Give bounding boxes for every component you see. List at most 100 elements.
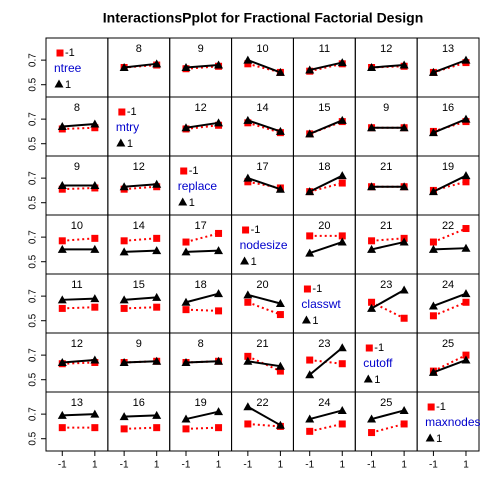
- x-tick-label: -1: [305, 460, 314, 471]
- marker-triangle: [337, 343, 347, 352]
- marker-square: [365, 344, 373, 352]
- factor-name: replace: [178, 179, 218, 193]
- marker-triangle: [152, 59, 162, 68]
- marker-square: [400, 314, 408, 322]
- line-plus: [371, 409, 405, 421]
- line-plus: [247, 405, 281, 427]
- line-plus: [309, 346, 343, 376]
- cell-label: 17: [195, 220, 207, 232]
- marker-square: [462, 225, 470, 233]
- line-plus: [62, 123, 95, 128]
- marker-triangle: [275, 420, 285, 429]
- marker-square: [244, 178, 252, 186]
- marker-triangle: [54, 79, 64, 88]
- legend-label: -1: [127, 106, 137, 118]
- line-minus: [185, 426, 219, 430]
- marker-square: [120, 304, 128, 312]
- marker-triangle: [461, 289, 471, 298]
- marker-square: [153, 303, 161, 311]
- cell-label: 22: [442, 220, 454, 232]
- marker-triangle: [214, 118, 224, 127]
- marker-square: [368, 429, 376, 437]
- line-plus: [309, 119, 343, 135]
- line-minus: [185, 232, 219, 244]
- y-tick-label: 0.7: [28, 112, 39, 126]
- y-tick-label: 0.7: [28, 348, 39, 362]
- line-plus: [62, 359, 95, 364]
- legend-label: 1: [189, 197, 195, 209]
- marker-triangle: [337, 171, 347, 180]
- marker-square: [56, 49, 64, 57]
- line-minus: [433, 227, 467, 243]
- line-minus: [124, 185, 157, 191]
- marker-square: [306, 232, 314, 240]
- y-tick-label: 0.5: [28, 431, 39, 445]
- marker-square: [118, 108, 126, 116]
- line-minus: [371, 237, 405, 242]
- line-plus: [371, 289, 405, 310]
- cell-label: 8: [198, 338, 204, 350]
- line-plus: [62, 413, 95, 417]
- marker-triangle: [119, 247, 129, 256]
- y-tick-label: 0.5: [28, 77, 39, 91]
- marker-triangle: [275, 67, 285, 76]
- line-minus: [124, 306, 157, 310]
- cell-label: 15: [133, 279, 145, 291]
- y-tick-label: 0.7: [28, 171, 39, 185]
- marker-square: [153, 234, 161, 242]
- marker-square: [215, 229, 223, 237]
- marker-square: [462, 178, 470, 186]
- factor-name: ntree: [54, 61, 82, 75]
- cell-label: 11: [71, 279, 82, 291]
- line-minus: [247, 121, 281, 134]
- cell-label: 9: [136, 338, 142, 350]
- marker-square: [338, 232, 346, 240]
- factor-name: maxnodes: [425, 415, 480, 429]
- marker-triangle: [119, 412, 129, 421]
- marker-square: [427, 403, 435, 411]
- marker-triangle: [90, 294, 100, 303]
- marker-triangle: [119, 358, 129, 366]
- line-plus: [247, 360, 281, 368]
- marker-square: [244, 60, 252, 68]
- marker-triangle: [461, 243, 471, 252]
- marker-triangle: [181, 358, 191, 366]
- line-plus: [62, 297, 95, 301]
- cell-label: 9: [383, 102, 389, 114]
- line-minus: [185, 308, 219, 312]
- line-minus: [309, 62, 343, 73]
- marker-square: [182, 306, 190, 314]
- marker-triangle: [243, 402, 253, 411]
- cell-label: 25: [442, 338, 454, 350]
- marker-square: [180, 167, 188, 175]
- marker-square: [215, 424, 223, 432]
- line-plus: [247, 293, 281, 305]
- marker-triangle: [181, 414, 191, 423]
- marker-triangle: [152, 356, 162, 365]
- marker-triangle: [428, 128, 438, 137]
- chart-title: InteractionsPplot for Fractional Factori…: [103, 10, 424, 26]
- cell-label: 12: [380, 43, 392, 55]
- marker-triangle: [243, 115, 253, 124]
- cell-label: 20: [256, 279, 268, 291]
- y-tick-label: 0.5: [28, 313, 39, 327]
- marker-triangle: [301, 315, 311, 324]
- marker-triangle: [367, 63, 377, 71]
- line-minus: [247, 301, 281, 316]
- line-plus: [433, 359, 467, 374]
- marker-triangle: [57, 358, 67, 366]
- line-plus: [432, 174, 467, 193]
- marker-square: [462, 351, 470, 359]
- line-minus: [62, 186, 95, 191]
- marker-triangle: [305, 187, 315, 196]
- line-plus: [309, 61, 343, 71]
- marker-triangle: [337, 115, 347, 124]
- x-tick-label: 1: [154, 460, 160, 471]
- marker-square: [338, 420, 346, 428]
- line-minus: [124, 237, 157, 242]
- marker-square: [244, 352, 252, 360]
- legend-label: 1: [251, 256, 257, 268]
- marker-triangle: [214, 356, 224, 365]
- marker-triangle: [181, 247, 191, 256]
- marker-triangle: [428, 67, 438, 76]
